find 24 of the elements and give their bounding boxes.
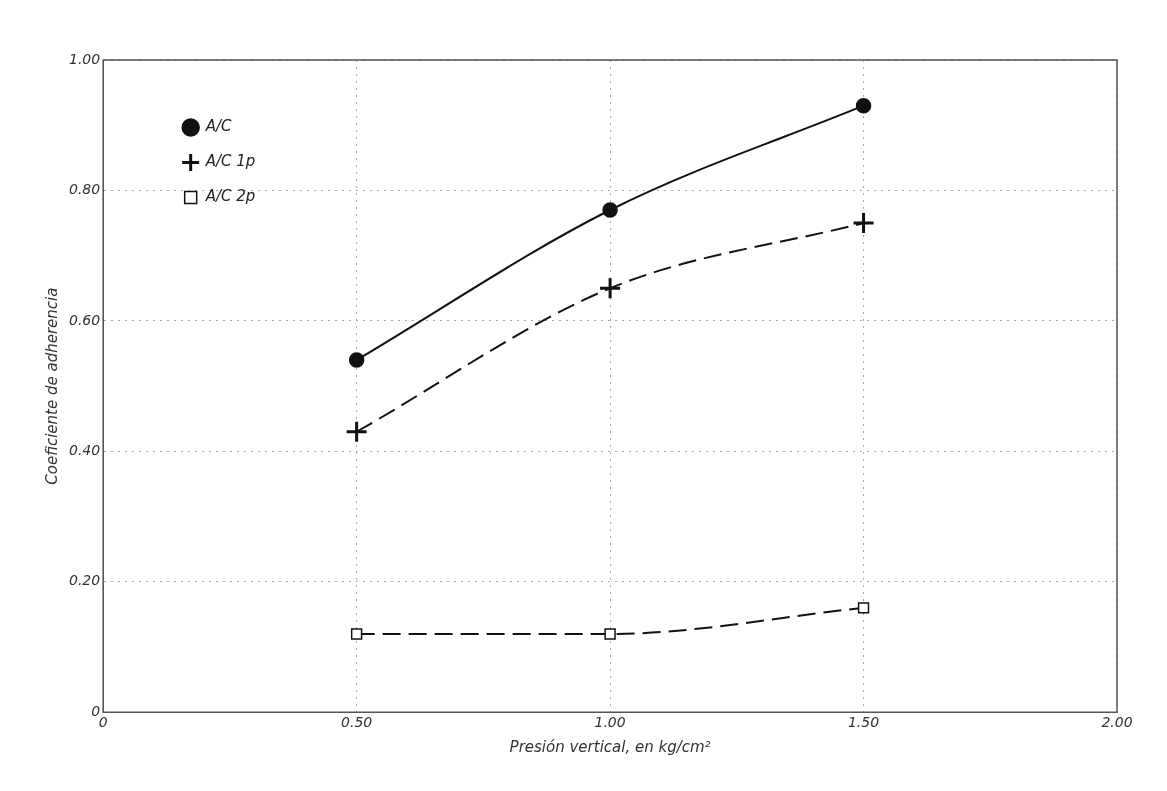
legend-label: A/C 2p xyxy=(204,187,256,206)
x-tick-label: 2.00 xyxy=(1101,714,1133,731)
y-tick-label: 0.60 xyxy=(69,311,101,328)
legend-label: A/C 1p xyxy=(204,152,256,171)
x-tick-label: 1.00 xyxy=(594,714,626,731)
x-axis-title: Presión vertical, en kg/cm² xyxy=(509,737,711,756)
x-tick-label: 0.50 xyxy=(341,714,373,731)
x-tick-label: 1.50 xyxy=(847,714,880,731)
y-axis-title: Coeficiente de adherencia xyxy=(42,287,61,485)
legend-label: A/C xyxy=(204,117,232,136)
point xyxy=(345,420,369,444)
y-tick-label: 0.20 xyxy=(69,572,101,589)
point xyxy=(604,628,616,640)
point xyxy=(598,276,622,300)
y-tick-label: 1.00 xyxy=(69,50,101,67)
point xyxy=(855,97,872,114)
y-tick-label: 0.40 xyxy=(69,441,101,458)
point xyxy=(350,628,363,640)
point xyxy=(852,211,876,235)
point xyxy=(857,602,870,614)
y-tick-label: 0 xyxy=(91,702,101,719)
point xyxy=(602,202,618,218)
point xyxy=(348,352,365,368)
y-tick-label: 0.80 xyxy=(69,181,101,198)
